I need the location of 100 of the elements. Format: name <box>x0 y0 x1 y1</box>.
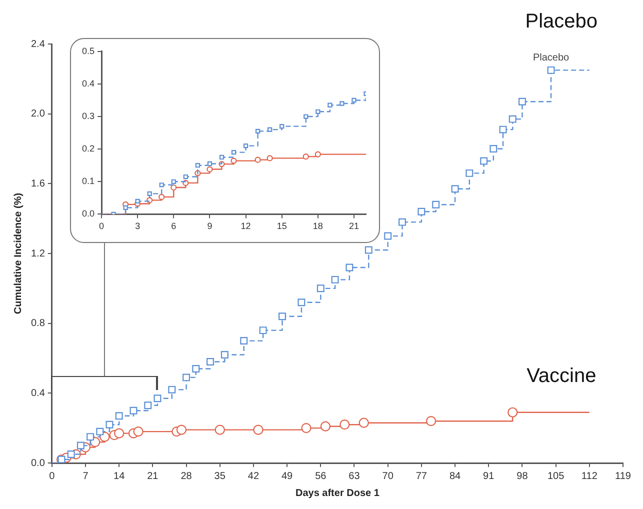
point <box>314 151 321 158</box>
point <box>266 155 273 162</box>
point <box>384 232 392 240</box>
y-tick-label: 1.6 <box>30 178 46 190</box>
point <box>480 157 488 165</box>
x-tick-label: 18 <box>312 221 323 232</box>
point <box>106 420 114 428</box>
point <box>280 124 284 129</box>
point <box>301 423 312 434</box>
x-tick-label: 0 <box>49 470 56 482</box>
x-tick-label: 112 <box>581 470 598 482</box>
text: Placebo <box>525 10 598 33</box>
point <box>135 198 140 204</box>
x-tick-label: 49 <box>281 470 294 482</box>
x-tick-label: 9 <box>207 221 212 232</box>
point <box>253 424 264 435</box>
x-tick-label: 56 <box>315 470 327 482</box>
x-tick-label: 84 <box>449 470 462 482</box>
point <box>168 386 176 394</box>
point <box>358 418 369 428</box>
x-tick-label: 21 <box>147 470 159 482</box>
x-tick-label: 14 <box>114 470 126 482</box>
x-tick-label: 42 <box>248 470 260 482</box>
point <box>219 154 224 160</box>
point <box>320 421 331 432</box>
point <box>207 161 212 166</box>
point <box>171 179 176 184</box>
point <box>508 115 516 123</box>
point <box>182 374 190 382</box>
point <box>490 145 498 152</box>
y-tick-label: 0.0 <box>82 208 95 219</box>
x-tick-label: 70 <box>382 470 394 482</box>
y-tick-label: 0.2 <box>82 144 95 154</box>
point <box>67 450 75 458</box>
point <box>115 412 123 420</box>
point <box>418 208 426 216</box>
point <box>518 98 526 106</box>
x-tick-label: 3 <box>135 221 140 232</box>
point <box>499 126 507 134</box>
point <box>346 264 354 272</box>
y-tick-label: 0.1 <box>82 176 95 186</box>
point <box>158 194 165 200</box>
point <box>398 218 406 226</box>
point <box>147 191 152 196</box>
point <box>340 101 344 106</box>
point <box>123 205 128 210</box>
point <box>230 158 237 164</box>
point <box>130 406 138 414</box>
point <box>547 66 555 74</box>
point <box>304 114 308 119</box>
point <box>170 184 177 191</box>
x-tick-label: 12 <box>240 221 251 232</box>
point <box>96 428 104 436</box>
series-label: Placebo <box>532 52 570 64</box>
point <box>426 416 436 426</box>
y-tick-label: 0.4 <box>82 78 95 88</box>
point <box>76 442 84 450</box>
y-tick-label: 0.3 <box>82 111 95 122</box>
point <box>206 358 214 366</box>
point <box>278 312 286 320</box>
x-tick-label: 119 <box>615 470 632 482</box>
point <box>159 182 164 188</box>
point <box>192 364 200 372</box>
point <box>254 156 261 163</box>
point <box>255 128 260 134</box>
y-tick-label: 2.4 <box>30 38 46 50</box>
x-tick-label: 7 <box>82 470 89 482</box>
y-tick-label: 2.0 <box>30 108 46 120</box>
x-tick-label: 35 <box>214 470 226 482</box>
point <box>364 246 372 254</box>
point <box>195 163 200 168</box>
point <box>298 298 306 306</box>
x-tick-label: 15 <box>276 221 287 232</box>
y-tick-label: 0.8 <box>30 318 46 330</box>
y-tick-label: 1.2 <box>30 248 46 260</box>
point <box>432 200 440 208</box>
point <box>466 169 474 177</box>
point <box>328 102 332 108</box>
point <box>214 424 225 435</box>
point <box>352 98 356 103</box>
point <box>86 433 94 441</box>
point <box>259 326 267 334</box>
point <box>206 166 213 172</box>
point <box>144 402 152 410</box>
point <box>268 127 272 132</box>
point <box>302 154 309 160</box>
y-tick-label: 0.5 <box>82 46 95 56</box>
x-tick-label: 98 <box>516 470 528 482</box>
x-tick-label: 77 <box>416 470 428 482</box>
point <box>231 150 236 155</box>
point <box>331 276 339 284</box>
y-tick-label: 0.0 <box>30 458 46 469</box>
y-tick-label: 0.4 <box>30 388 46 399</box>
point <box>220 351 228 358</box>
point <box>240 337 248 345</box>
point <box>133 426 144 437</box>
point <box>316 109 320 114</box>
point <box>114 428 124 438</box>
x-tick-label: 28 <box>180 470 192 482</box>
point <box>340 420 350 430</box>
